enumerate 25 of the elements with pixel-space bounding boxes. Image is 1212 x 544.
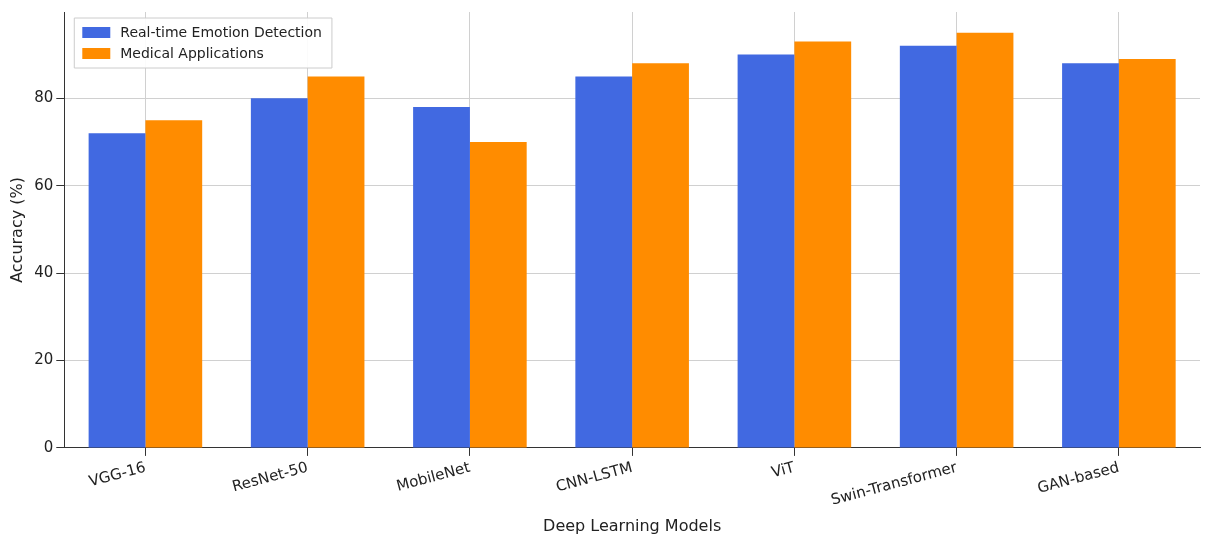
bar: [737, 54, 795, 448]
bar: [1062, 63, 1119, 448]
x-axis-title: Deep Learning Models: [543, 515, 722, 535]
bar: [469, 142, 527, 448]
legend-label: Real-time Emotion Detection: [120, 23, 322, 40]
x-tick-label: VGG-16: [86, 457, 148, 491]
bar: [794, 41, 852, 448]
bar: [307, 76, 365, 448]
y-tick-label: 20: [34, 350, 54, 369]
bar: [145, 120, 203, 448]
x-tick-label: ViT: [769, 457, 798, 482]
y-tick-label: 0: [43, 437, 54, 456]
y-axis-title: Accuracy (%): [6, 177, 26, 283]
bar: [575, 76, 633, 448]
bar: [632, 63, 689, 448]
y-tick-label: 40: [34, 262, 54, 281]
bar: [250, 98, 308, 448]
y-tick-label: 60: [34, 175, 54, 194]
bar: [413, 107, 470, 448]
bar: [899, 45, 957, 448]
y-tick-label: 80: [34, 88, 54, 107]
bar: [88, 133, 146, 448]
bar: [1118, 58, 1176, 448]
legend-label: Medical Applications: [120, 44, 264, 61]
bar: [956, 32, 1014, 448]
